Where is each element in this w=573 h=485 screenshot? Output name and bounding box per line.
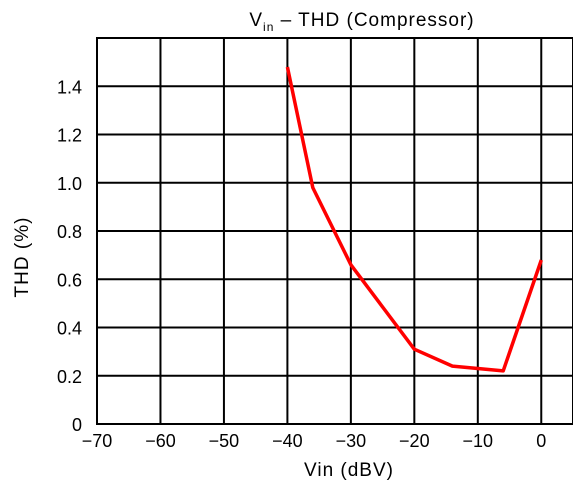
chart-title: Vin – THD (Compressor) [249, 10, 474, 34]
chart-title-main: V [249, 10, 263, 31]
series-line [285, 66, 543, 373]
y-tick-label: 1.0 [57, 174, 82, 194]
x-axis-label: Vin (dBV) [304, 460, 394, 481]
x-tick-label: −50 [209, 431, 240, 451]
y-tick-label: 1.2 [57, 126, 82, 146]
plot-frame [96, 37, 573, 425]
series-layer [285, 66, 543, 373]
y-tick-label: 1.4 [57, 77, 82, 97]
y-tick-label: 0.2 [57, 367, 82, 387]
y-tick-label: 0.8 [57, 222, 82, 242]
y-tick-label: 0 [72, 415, 82, 435]
chart-title-subscript: in [263, 20, 274, 34]
x-tick-label: 0 [536, 431, 546, 451]
x-tick-label: −30 [336, 431, 367, 451]
chart-title-rest: – THD (Compressor) [274, 10, 474, 31]
x-tick-label: −60 [145, 431, 176, 451]
y-axis-label: THD (%) [12, 217, 33, 298]
x-tick-labels: −70 −60 −50 −40 −30 −20 −10 0 [82, 431, 547, 451]
x-tick-label: −40 [272, 431, 303, 451]
x-tick-label: −70 [82, 431, 113, 451]
y-tick-label: 0.4 [57, 319, 82, 339]
x-tick-label: −20 [399, 431, 430, 451]
x-tick-label: −10 [463, 431, 494, 451]
y-tick-label: 0.6 [57, 270, 82, 290]
y-tick-labels: 0 0.2 0.4 0.6 0.8 1.0 1.2 1.4 [57, 77, 82, 435]
